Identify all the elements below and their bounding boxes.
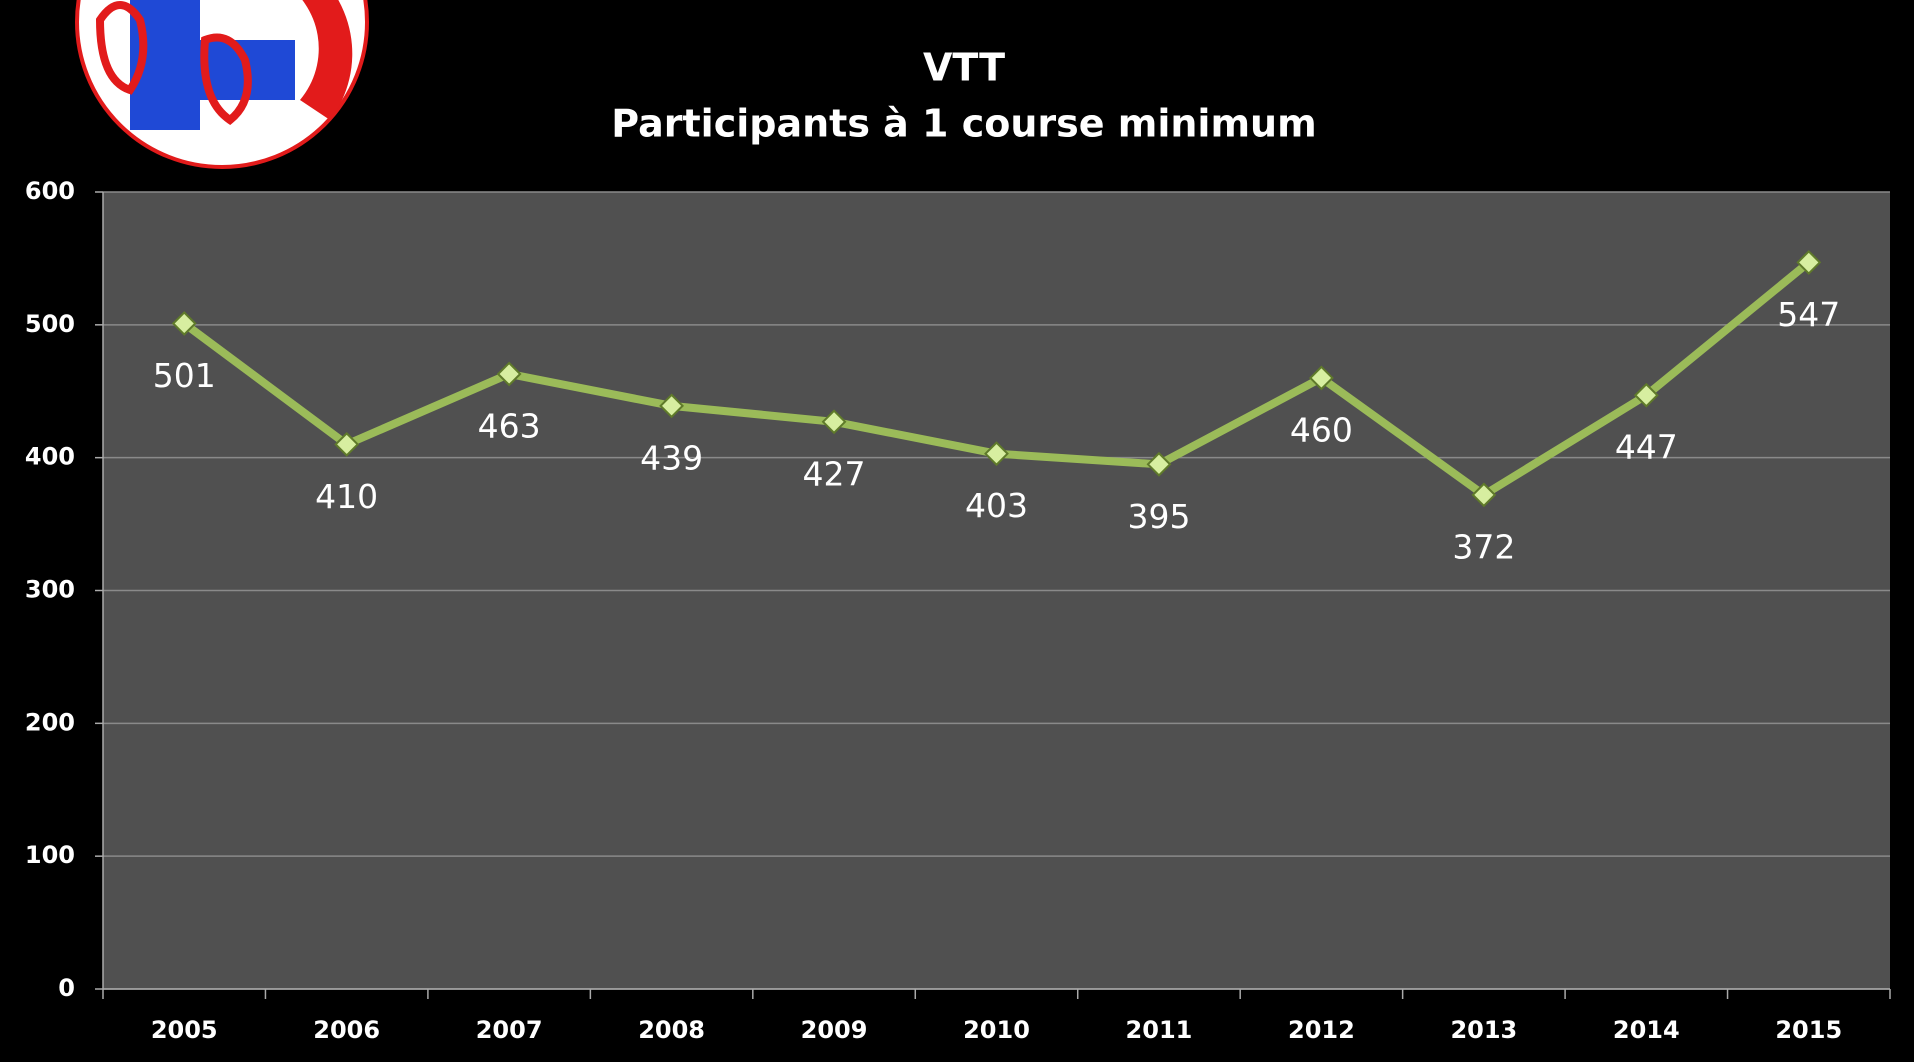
x-tick-label: 2008 — [638, 1016, 705, 1044]
x-tick-label: 2013 — [1450, 1016, 1517, 1044]
data-label: 372 — [1452, 527, 1515, 566]
y-tick-label: 300 — [25, 576, 75, 604]
x-tick-label: 2009 — [801, 1016, 868, 1044]
data-point — [984, 441, 1009, 467]
data-label: 460 — [1290, 410, 1353, 449]
data-label: 395 — [1127, 497, 1190, 536]
data-label: 439 — [640, 438, 703, 477]
x-tick-label: 2015 — [1775, 1016, 1842, 1044]
x-tick-label: 2014 — [1613, 1016, 1680, 1044]
y-tick-label: 200 — [25, 708, 75, 736]
y-tick-label: 400 — [25, 443, 75, 471]
x-tick-label: 2006 — [313, 1016, 380, 1044]
y-tick-label: 100 — [25, 841, 75, 869]
data-point — [821, 409, 847, 435]
x-tick-label: 2005 — [151, 1016, 218, 1044]
data-point — [1146, 451, 1172, 477]
data-label: 447 — [1615, 428, 1678, 467]
logo — [75, 0, 369, 169]
data-point — [659, 393, 685, 419]
y-tick-label: 600 — [25, 177, 75, 205]
x-tick-label: 2007 — [476, 1016, 543, 1044]
data-label: 463 — [478, 406, 541, 445]
data-label: 501 — [153, 356, 216, 395]
data-point — [1308, 365, 1334, 391]
chart-title: VTT — [923, 46, 1005, 90]
x-tick-label: 2011 — [1126, 1016, 1193, 1044]
data-label: 427 — [803, 454, 866, 493]
x-tick-label: 2010 — [963, 1016, 1030, 1044]
data-label: 547 — [1777, 295, 1840, 334]
data-point — [171, 311, 197, 336]
chart-subtitle: Participants à 1 course minimum — [611, 102, 1316, 146]
data-point — [1796, 249, 1822, 275]
data-point — [496, 361, 522, 387]
data-point — [334, 431, 360, 457]
x-tick-label: 2012 — [1288, 1016, 1355, 1044]
y-tick-label: 0 — [58, 974, 75, 1002]
y-tick-label: 500 — [25, 310, 75, 338]
data-point — [1471, 482, 1497, 508]
data-point — [1633, 382, 1659, 408]
data-label: 410 — [315, 477, 378, 516]
data-label: 403 — [965, 486, 1028, 525]
